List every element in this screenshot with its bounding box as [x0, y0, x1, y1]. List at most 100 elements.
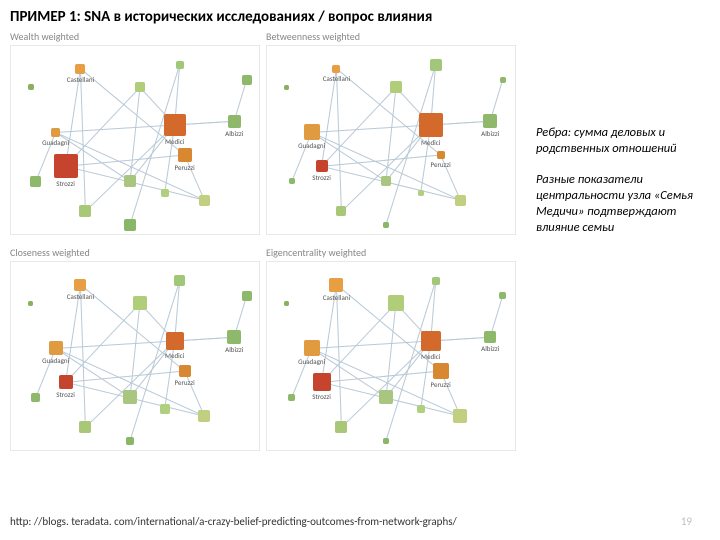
node-label-peruzzi: Peruzzi	[174, 163, 194, 172]
node-peruzzi	[178, 148, 192, 162]
node-albizzi	[228, 115, 241, 128]
node-strozzi	[54, 154, 78, 178]
node-label-guadagni: Guadagni	[42, 138, 69, 147]
node-ridolfi	[133, 296, 147, 310]
node-ginori	[242, 291, 252, 301]
node-medici	[421, 331, 441, 351]
node-label-castellani: Castellani	[323, 293, 350, 302]
node-salviati	[430, 59, 442, 71]
node-pazzi	[124, 219, 136, 231]
node-medici	[419, 113, 443, 137]
slide-title: ПРИМЕР 1: SNA в исторических исследовани…	[0, 0, 720, 30]
node-guadagni	[304, 340, 320, 356]
panel-title: Closeness weighted	[10, 246, 260, 259]
node-tornabuoni	[124, 175, 136, 187]
panel-title: Eigencentrality weighted	[266, 246, 516, 259]
node-label-albizzi: Albizzi	[225, 129, 243, 138]
page-number: 19	[681, 515, 692, 528]
node-barbadori	[335, 421, 347, 433]
node-acciaiuoli	[161, 189, 169, 197]
node-strozzi	[316, 160, 328, 172]
node-salviati	[432, 277, 440, 285]
node-barbadori	[336, 206, 346, 216]
node-label-castellani: Castellani	[67, 75, 94, 84]
node-label-castellani: Castellani	[323, 74, 350, 83]
node-pucci	[28, 301, 33, 306]
node-pazzi	[383, 222, 389, 228]
node-lamberteschi	[30, 176, 41, 187]
node-castellani	[332, 65, 340, 73]
node-bischeri	[453, 409, 467, 423]
panel-title: Betweenness weighted	[266, 30, 516, 43]
node-acciaiuoli	[417, 405, 425, 413]
node-pucci	[284, 301, 289, 306]
node-salviati	[176, 61, 184, 69]
node-label-strozzi: Strozzi	[312, 392, 331, 401]
node-guadagni	[49, 341, 63, 355]
sidebar-notes: Ребра: сумма деловых и родственных отнош…	[536, 125, 706, 251]
node-castellani	[329, 278, 343, 292]
note-edges: Ребра: сумма деловых и родственных отнош…	[536, 125, 706, 158]
node-albizzi	[227, 330, 241, 344]
node-label-guadagni: Guadagni	[42, 356, 69, 365]
node-pazzi	[383, 438, 389, 444]
network-wealth: Albizzi Castellani Guadagni Medici Peruzzi St…	[10, 45, 260, 235]
node-bischeri	[455, 195, 466, 206]
node-ridolfi	[390, 81, 402, 93]
node-label-strozzi: Strozzi	[56, 390, 75, 399]
panel-closeness: Closeness weighted Albizzi Castellani Guad…	[10, 246, 260, 456]
node-label-strozzi: Strozzi	[312, 173, 331, 182]
node-bischeri	[199, 195, 210, 206]
node-ridolfi	[135, 82, 145, 92]
network-eigen: AlbizziCastellaniGuadagniMediciPeruzziSt…	[266, 261, 516, 451]
node-label-albizzi: Albizzi	[225, 345, 243, 354]
node-strozzi	[313, 373, 331, 391]
node-acciaiuoli	[418, 190, 424, 196]
node-castellani	[75, 64, 85, 74]
node-label-castellani: Castellani	[67, 292, 94, 301]
node-pazzi	[126, 437, 134, 445]
node-salviati	[174, 275, 185, 286]
node-albizzi	[483, 114, 497, 128]
node-ginori	[500, 77, 506, 83]
node-label-medici: Medici	[165, 351, 184, 360]
network-betweenness: AlbizziCastellaniGuadagniMediciPeruzziSt…	[266, 45, 516, 235]
node-lamberteschi	[288, 394, 295, 401]
node-pucci	[28, 84, 34, 90]
node-acciaiuoli	[160, 404, 170, 414]
node-peruzzi	[433, 363, 449, 379]
panel-title: Wealth weighted	[10, 30, 260, 43]
node-barbadori	[79, 205, 91, 217]
node-label-albizzi: Albizzi	[481, 344, 499, 353]
node-medici	[164, 114, 186, 136]
node-strozzi	[59, 375, 73, 389]
node-guadagni	[51, 128, 60, 137]
panel-wealth: Wealth weighted Albizzi Castellani Guadagn…	[10, 30, 260, 240]
node-label-medici: Medici	[421, 138, 440, 147]
node-label-peruzzi: Peruzzi	[174, 378, 194, 387]
node-label-albizzi: Albizzi	[481, 129, 499, 138]
node-tornabuoni	[381, 176, 391, 186]
node-albizzi	[484, 331, 496, 343]
node-tornabuoni	[123, 390, 137, 404]
node-peruzzi	[437, 151, 445, 159]
node-label-strozzi: Strozzi	[56, 179, 75, 188]
node-ginori	[242, 75, 252, 85]
note-centrality: Разные показатели центральности узла «Се…	[536, 172, 706, 237]
network-closeness: Albizzi Castellani Guadagni Medici Peruzzi St…	[10, 261, 260, 451]
node-pucci	[284, 85, 289, 90]
panel-betweenness: Betweenness weighted AlbizziCastellaniGu…	[266, 30, 516, 240]
node-guadagni	[304, 124, 320, 140]
node-label-medici: Medici	[165, 137, 184, 146]
node-ridolfi	[388, 295, 404, 311]
node-bischeri	[198, 410, 210, 422]
node-barbadori	[79, 421, 91, 433]
node-lamberteschi	[31, 393, 40, 402]
node-castellani	[74, 279, 86, 291]
node-tornabuoni	[379, 390, 393, 404]
node-ginori	[499, 292, 506, 299]
panel-eigen: Eigencentrality weighted Albizzi Castella…	[266, 246, 516, 456]
source-url: http: //blogs. teradata. com/internation…	[10, 515, 457, 528]
node-label-guadagni: Guadagni	[298, 357, 325, 366]
node-peruzzi	[179, 365, 191, 377]
